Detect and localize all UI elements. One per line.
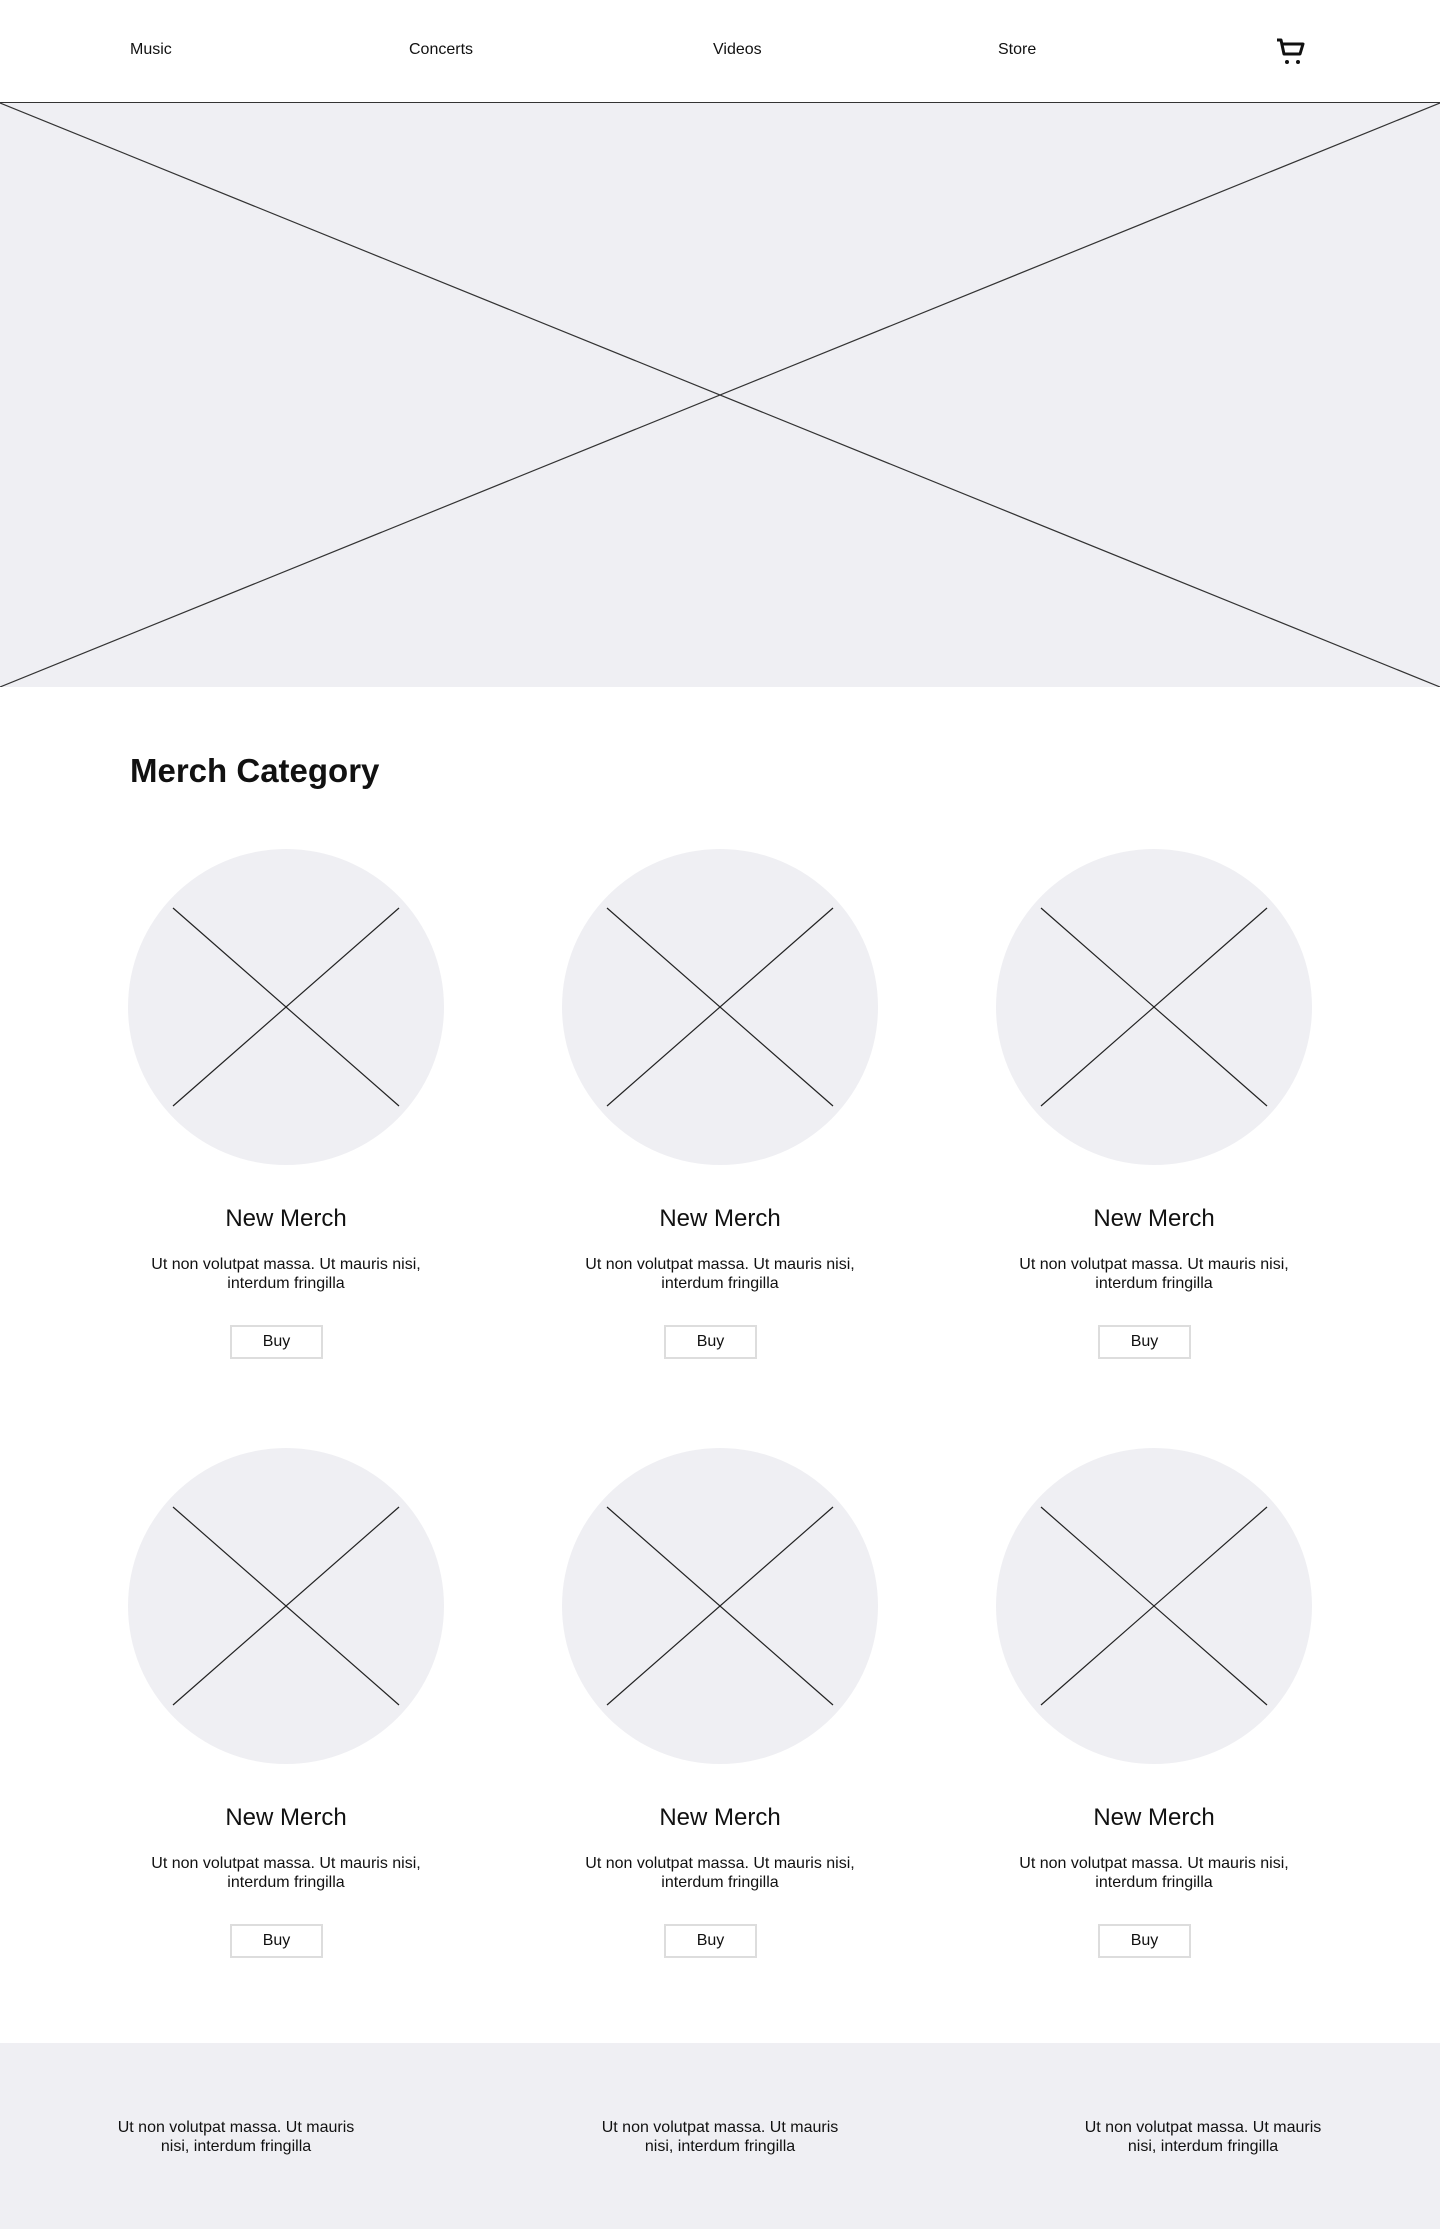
image-placeholder-icon	[172, 1506, 400, 1706]
section-heading: Merch Category	[130, 752, 380, 789]
footer-text: Ut non volutpat massa. Ut mauris nisi, i…	[117, 2119, 355, 2155]
image-placeholder-icon	[1040, 1506, 1268, 1706]
shopping-cart-icon[interactable]	[1275, 36, 1307, 68]
product-description: Ut non volutpat massa. Ut mauris nisi, i…	[151, 1855, 421, 1891]
product-card: New Merch Ut non volutpat massa. Ut maur…	[996, 849, 1312, 1359]
product-title: New Merch	[1093, 1205, 1215, 1232]
image-placeholder-icon	[172, 907, 400, 1107]
product-image-placeholder	[996, 1448, 1312, 1764]
product-image-placeholder	[996, 849, 1312, 1165]
product-title: New Merch	[659, 1205, 781, 1232]
image-placeholder-icon	[606, 907, 834, 1107]
product-description: Ut non volutpat massa. Ut mauris nisi, i…	[1019, 1256, 1289, 1292]
footer-text: Ut non volutpat massa. Ut mauris nisi, i…	[601, 2119, 839, 2155]
buy-button[interactable]: Buy	[230, 1924, 323, 1958]
product-image-placeholder	[562, 849, 878, 1165]
hero-image-placeholder	[0, 103, 1440, 687]
product-card: New Merch Ut non volutpat massa. Ut maur…	[128, 849, 444, 1359]
product-card: New Merch Ut non volutpat massa. Ut maur…	[996, 1448, 1312, 1958]
product-image-placeholder	[562, 1448, 878, 1764]
buy-button[interactable]: Buy	[664, 1924, 757, 1958]
image-placeholder-icon	[1040, 907, 1268, 1107]
buy-button[interactable]: Buy	[664, 1325, 757, 1359]
nav-concerts[interactable]: Concerts	[409, 41, 474, 58]
product-image-placeholder	[128, 1448, 444, 1764]
product-description: Ut non volutpat massa. Ut mauris nisi, i…	[585, 1855, 855, 1891]
buy-button[interactable]: Buy	[1098, 1924, 1191, 1958]
product-image-placeholder	[128, 849, 444, 1165]
product-description: Ut non volutpat massa. Ut mauris nisi, i…	[1019, 1855, 1289, 1891]
header-divider	[0, 102, 1440, 103]
product-title: New Merch	[1093, 1804, 1215, 1831]
product-title: New Merch	[225, 1205, 347, 1232]
product-title: New Merch	[225, 1804, 347, 1831]
product-description: Ut non volutpat massa. Ut mauris nisi, i…	[585, 1256, 855, 1292]
buy-button[interactable]: Buy	[230, 1325, 323, 1359]
footer: Ut non volutpat massa. Ut mauris nisi, i…	[0, 2043, 1440, 2229]
product-card: New Merch Ut non volutpat massa. Ut maur…	[562, 849, 878, 1359]
product-title: New Merch	[659, 1804, 781, 1831]
nav-store[interactable]: Store	[998, 41, 1037, 58]
product-description: Ut non volutpat massa. Ut mauris nisi, i…	[151, 1256, 421, 1292]
footer-text: Ut non volutpat massa. Ut mauris nisi, i…	[1084, 2119, 1322, 2155]
product-card: New Merch Ut non volutpat massa. Ut maur…	[562, 1448, 878, 1958]
nav-music[interactable]: Music	[130, 41, 172, 58]
image-placeholder-icon	[0, 103, 1440, 687]
product-card: New Merch Ut non volutpat massa. Ut maur…	[128, 1448, 444, 1958]
buy-button[interactable]: Buy	[1098, 1325, 1191, 1359]
image-placeholder-icon	[606, 1506, 834, 1706]
nav-videos[interactable]: Videos	[713, 41, 762, 58]
